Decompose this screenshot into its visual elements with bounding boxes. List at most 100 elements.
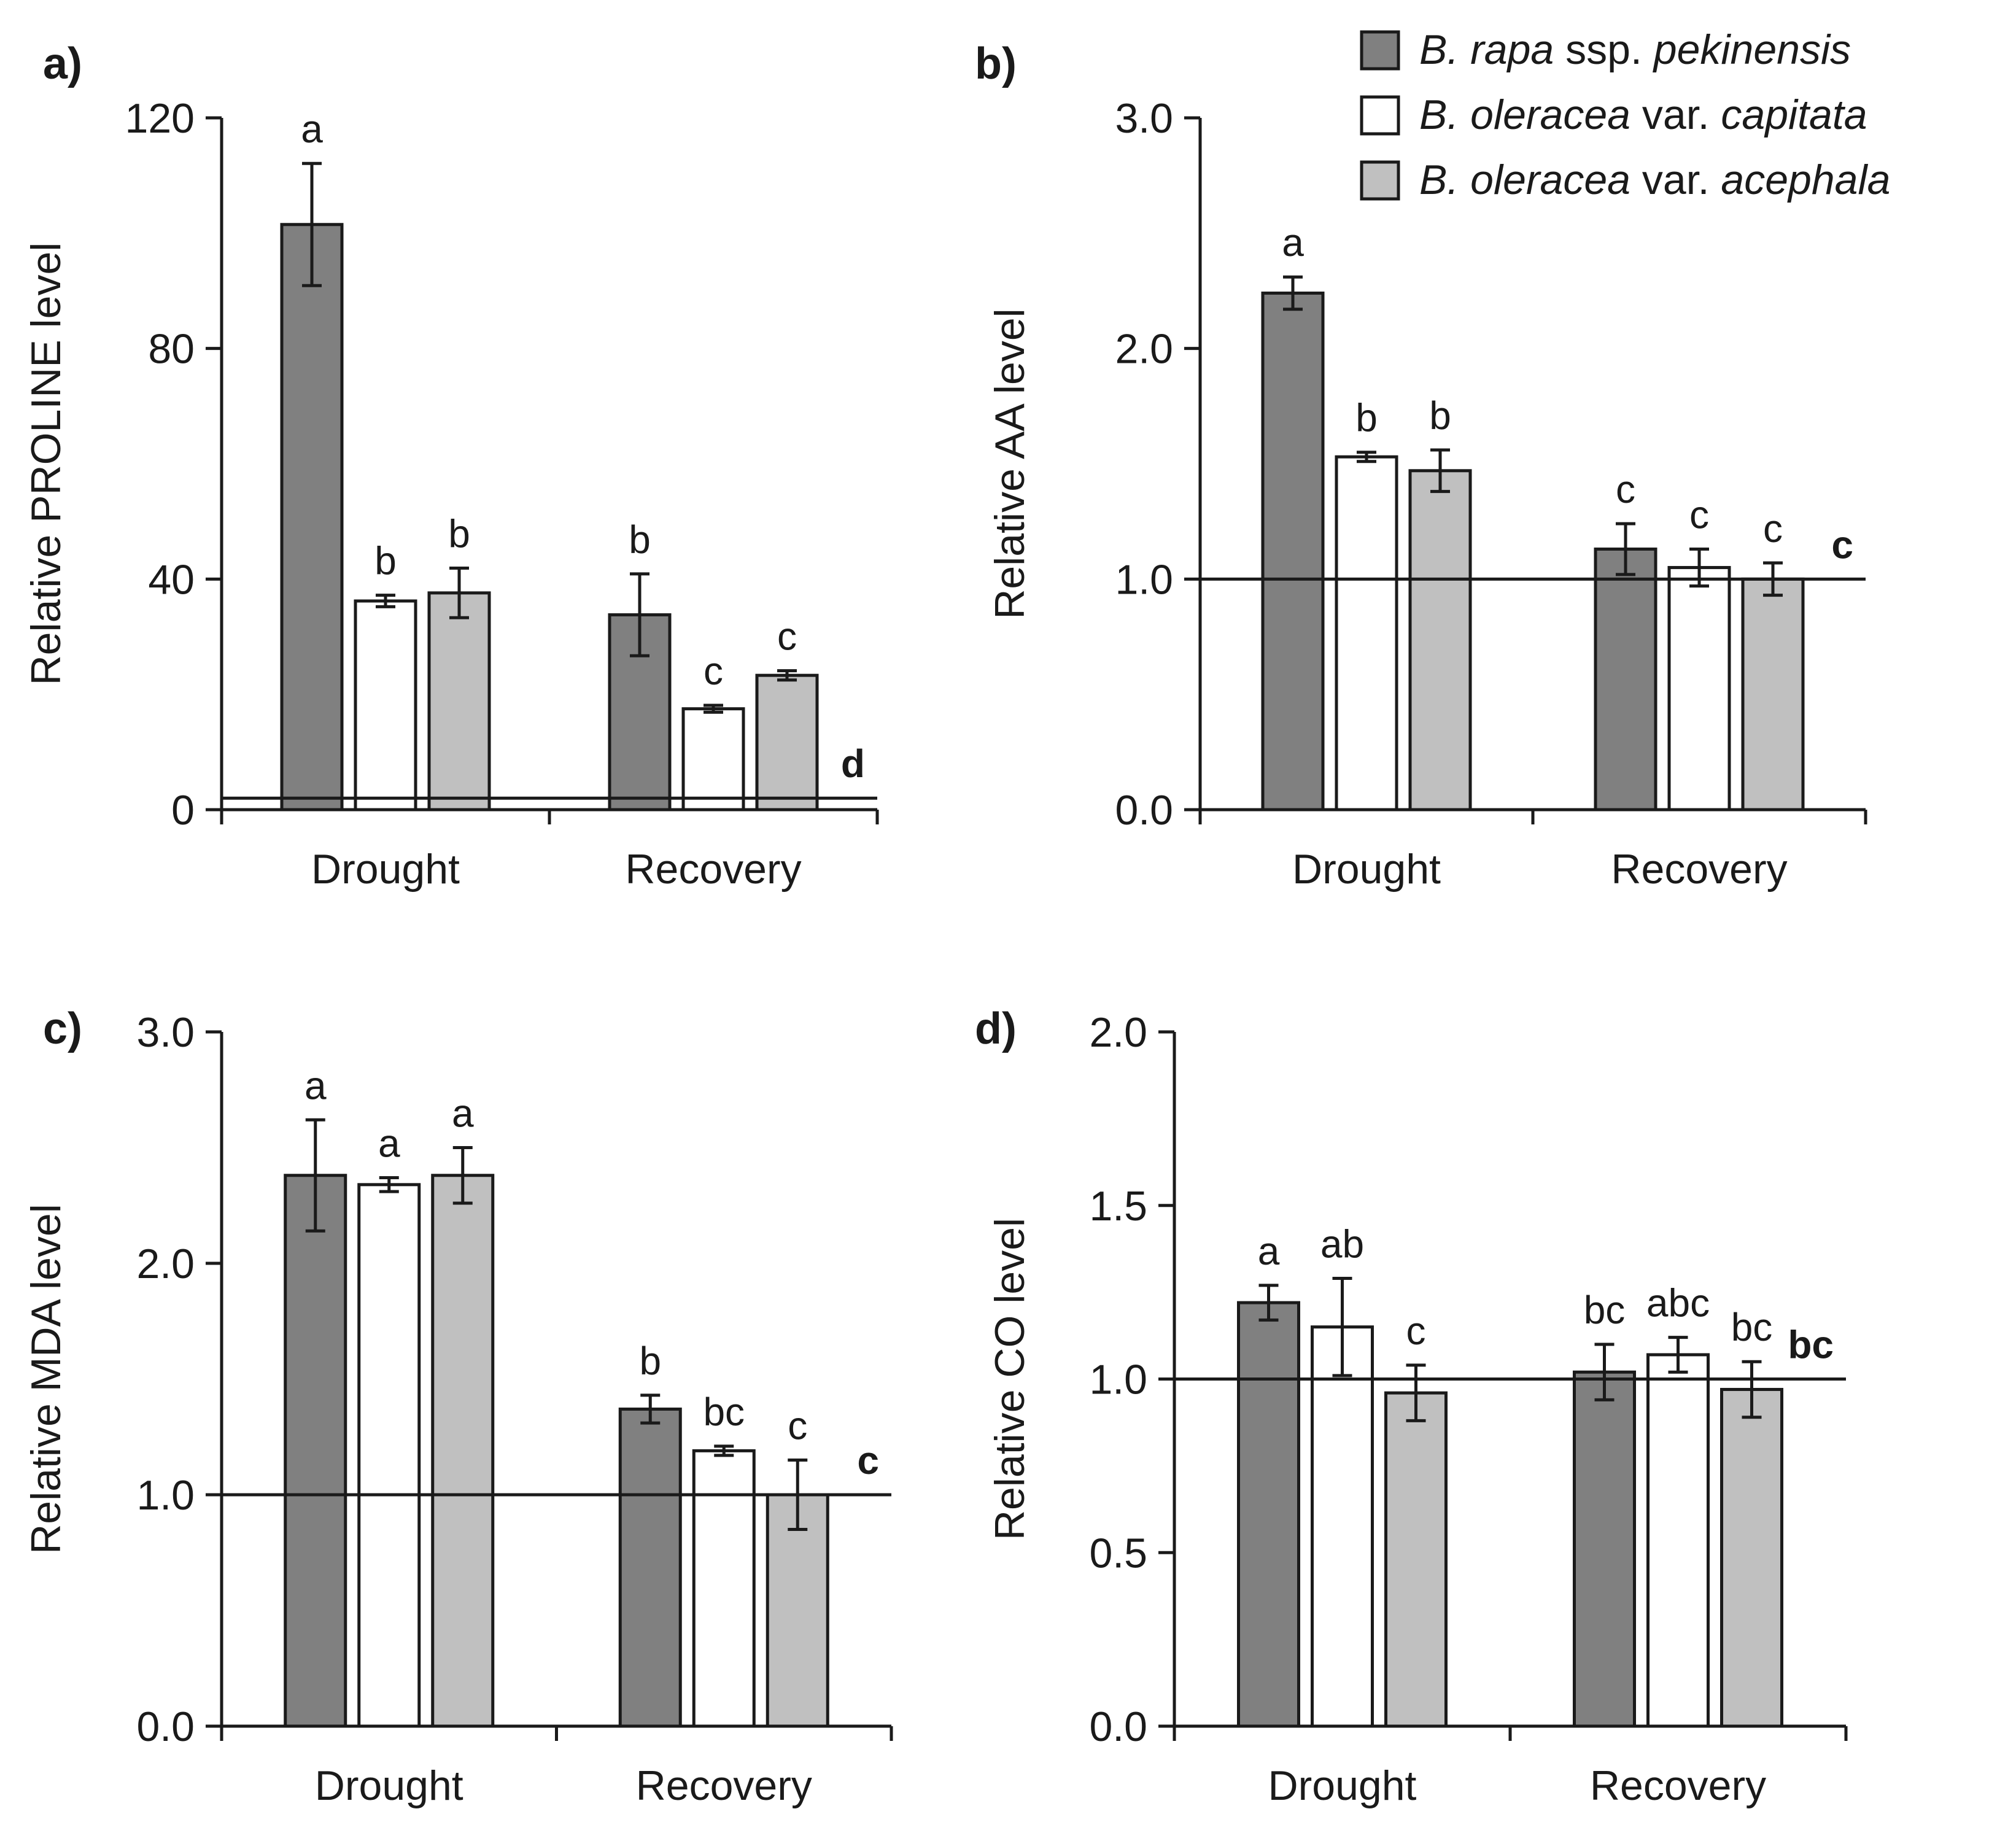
legend: B. rapa ssp. pekinensis B. oleracea var. … (1360, 26, 1890, 203)
panel-label: b) (975, 39, 1017, 88)
legend-label-part: pekinensis (1653, 26, 1851, 73)
legend-label-acephala: B. oleracea var. acephala (1419, 157, 1890, 203)
error-bar-drought-series-3 (1406, 1363, 1426, 1422)
significance-letter: ab (1320, 1222, 1364, 1266)
significance-letter: c (1689, 492, 1709, 537)
y-tick-label: 3.0 (1115, 95, 1173, 142)
reference-letter: c (1831, 522, 1853, 567)
category-label-drought: Drought (1268, 1762, 1417, 1809)
legend-label-part: B. oleracea (1419, 91, 1630, 138)
y-tick-label: 3.0 (136, 1009, 195, 1056)
legend-swatch-pekinensis (1360, 30, 1400, 71)
significance-letter: a (452, 1091, 474, 1136)
significance-letter: b (374, 539, 397, 583)
reference-letter: bc (1788, 1323, 1834, 1367)
bar-recovery-series-2 (681, 707, 745, 812)
significance-letter: b (1355, 396, 1378, 440)
bar-drought-series-1 (1261, 292, 1325, 812)
legend-label-part: B. rapa (1419, 26, 1554, 73)
y-axis-label: Relative CO level (987, 1218, 1033, 1540)
y-tick-label: 80 (148, 326, 195, 373)
y-tick-label: 1.5 (1089, 1183, 1147, 1230)
error-bar-recovery-series-3 (777, 669, 797, 682)
error-bar-recovery-series-1 (630, 572, 649, 657)
y-tick-label: 0.0 (1089, 1703, 1147, 1750)
y-tick-label: 0.0 (1115, 787, 1173, 834)
error-bar-drought-series-2 (1357, 451, 1376, 463)
error-bar-drought-series-3 (449, 566, 469, 619)
legend-label-capitata: B. oleracea var. capitata (1419, 91, 1867, 138)
legend-label-pekinensis: B. rapa ssp. pekinensis (1419, 26, 1851, 73)
chart-panel-1: a) 0 40 80 120 Relative PROLINE level Drought a… (23, 39, 879, 893)
error-bar-drought-series-2 (1332, 1277, 1352, 1377)
chart-panel-4: d) 0.0 0.5 1.0 1.5 2.0 Relative CO level Drough… (975, 1004, 1848, 1809)
error-bar-drought-series-1 (302, 161, 322, 287)
significance-letter: a (378, 1122, 400, 1166)
significance-letter: c (1616, 467, 1635, 511)
error-bar-drought-series-2 (376, 594, 395, 608)
legend-swatch-acephala (1360, 160, 1400, 201)
error-bar-drought-series-1 (1283, 275, 1303, 311)
bar-drought-series-2 (1335, 455, 1398, 812)
error-bar-recovery-series-2 (714, 1444, 734, 1457)
error-bar-drought-series-3 (452, 1146, 473, 1205)
significance-letter: bc (1731, 1305, 1773, 1349)
bar-recovery-series-1 (1594, 547, 1657, 812)
legend-label-part: B. oleracea (1419, 157, 1630, 203)
bar-drought-series-3 (427, 591, 491, 812)
bar-recovery-series-3 (1741, 577, 1805, 812)
y-axis-label: Relative MDA level (23, 1204, 69, 1554)
bar-recovery-series-3 (755, 673, 819, 812)
reference-letter: c (857, 1438, 879, 1482)
bar-recovery-series-2 (1667, 566, 1731, 812)
legend-label-part: ssp. (1554, 26, 1654, 73)
significance-letter: c (704, 649, 723, 693)
error-bar-recovery-series-2 (1668, 1336, 1688, 1374)
significance-letter: a (304, 1063, 327, 1107)
error-bar-drought-series-2 (379, 1176, 399, 1193)
significance-letter: c (1406, 1309, 1426, 1353)
legend-label-part: acephala (1721, 157, 1890, 203)
bar-recovery-series-2 (692, 1449, 756, 1728)
legend-label-part: var. (1630, 91, 1721, 138)
error-bar-drought-series-3 (1430, 448, 1450, 494)
bar-recovery-series-1 (618, 1408, 682, 1728)
reference-letter: d (841, 742, 865, 786)
y-tick-label: 2.0 (136, 1241, 195, 1287)
y-tick-label: 2.0 (1115, 326, 1173, 373)
significance-letter: a (301, 107, 323, 151)
category-label-drought: Drought (315, 1762, 463, 1809)
bar-drought-series-1 (1237, 1301, 1300, 1728)
legend-label-part: capitata (1721, 91, 1867, 138)
y-tick-label: 0.5 (1089, 1530, 1147, 1576)
y-tick-label: 120 (125, 95, 195, 142)
error-bar-recovery-series-2 (704, 703, 723, 714)
y-tick-label: 0.0 (136, 1703, 195, 1750)
significance-letter: a (1282, 220, 1304, 265)
bar-drought-series-3 (431, 1174, 495, 1728)
legend-swatch-capitata (1360, 95, 1400, 136)
significance-letter: b (1429, 393, 1451, 438)
bar-drought-series-1 (280, 223, 344, 812)
chart-panel-3: c) 0.0 1.0 2.0 3.0 Relative MDA level Drought a… (23, 1004, 893, 1809)
panel-label: d) (975, 1004, 1017, 1053)
error-bar-recovery-series-1 (1616, 522, 1635, 576)
category-label-drought: Drought (311, 846, 460, 893)
bar-recovery-series-1 (1573, 1370, 1636, 1728)
significance-letter: abc (1646, 1281, 1710, 1325)
legend-label-part: var. (1630, 157, 1721, 203)
panel-label: a) (43, 39, 82, 88)
bar-recovery-series-3 (766, 1493, 829, 1728)
bar-drought-series-2 (357, 1183, 421, 1728)
significance-letter: a (1258, 1229, 1280, 1273)
bar-recovery-series-3 (1720, 1387, 1783, 1728)
significance-letter: b (448, 511, 470, 556)
error-bar-drought-series-1 (305, 1118, 325, 1233)
significance-letter: c (788, 1403, 807, 1447)
y-axis-label: Relative PROLINE level (23, 242, 69, 686)
y-tick-label: 40 (148, 556, 195, 603)
significance-letter: bc (703, 1390, 745, 1434)
bar-drought-series-2 (354, 599, 417, 812)
significance-letter: b (629, 517, 651, 562)
